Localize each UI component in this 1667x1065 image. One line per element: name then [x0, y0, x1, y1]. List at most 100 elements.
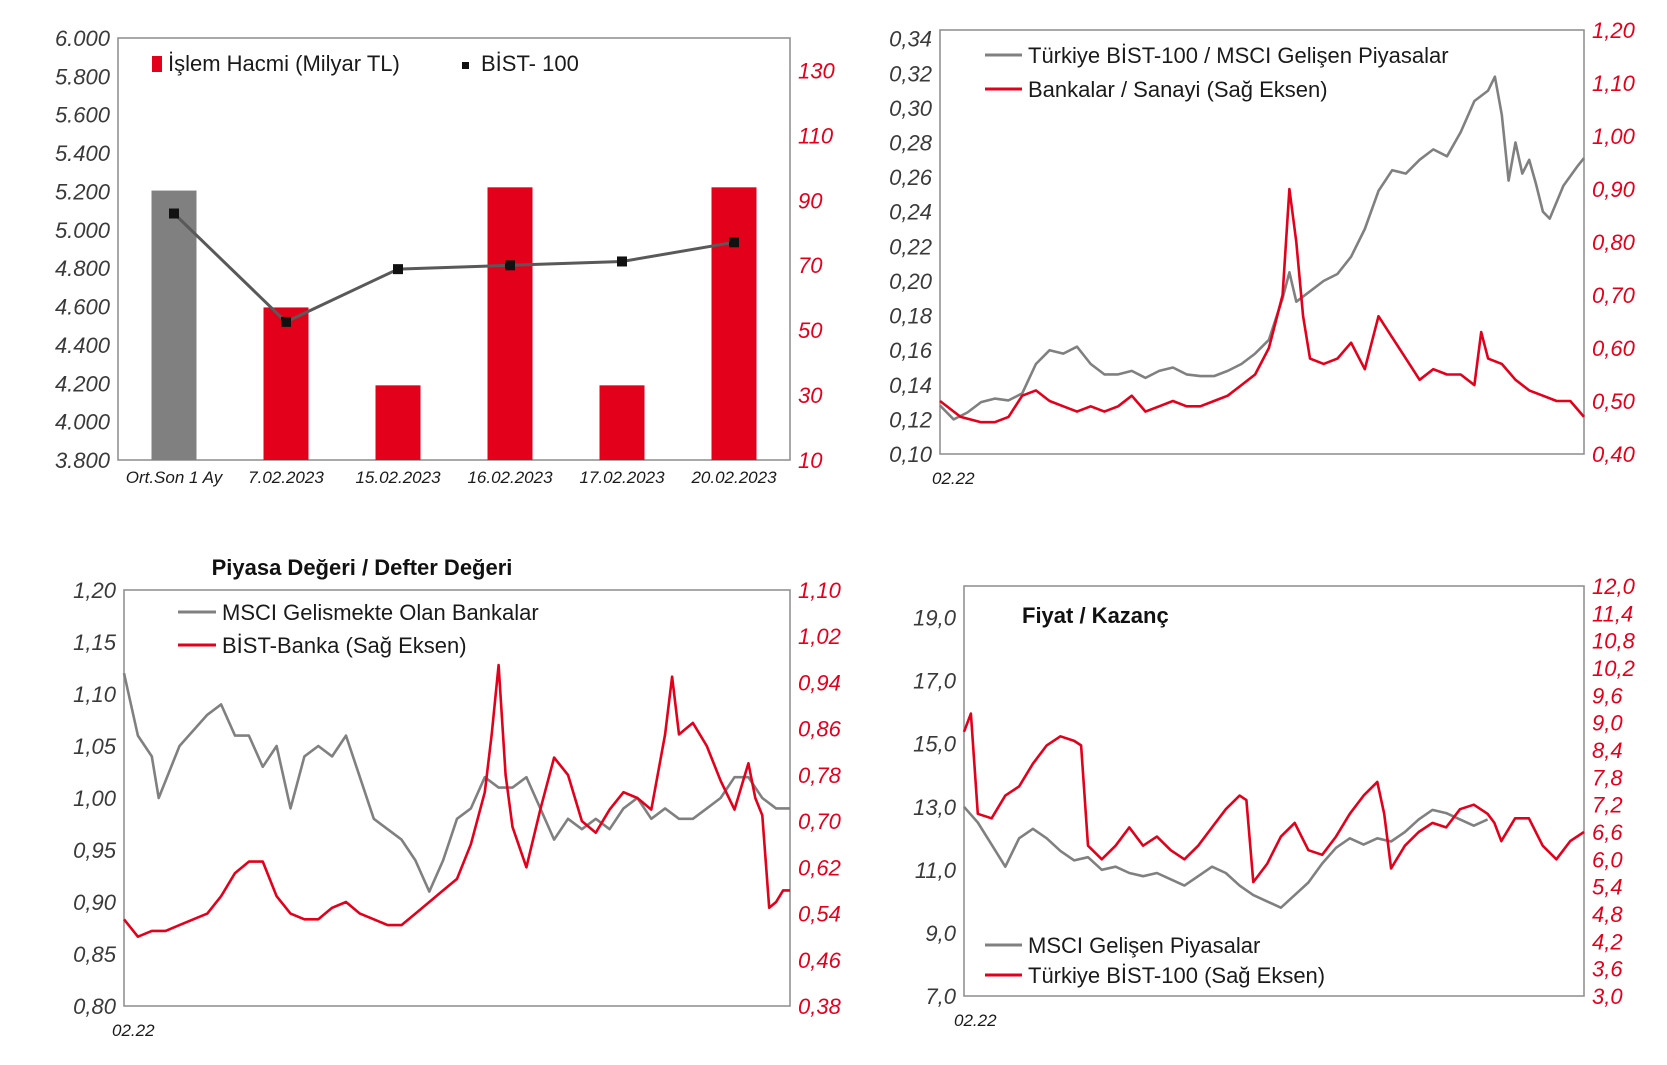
- legend-label-ratio-red: Bankalar / Sanayi (Sağ Eksen): [1028, 77, 1328, 102]
- left-tick-label: 0,24: [889, 200, 932, 225]
- volume-legend: İşlem Hacmi (Milyar TL) BİST- 100: [152, 51, 579, 76]
- volume-chart-frame: [117, 37, 791, 461]
- right-tick-label: 1,02: [798, 624, 841, 649]
- right-tick-label: 12,0: [1592, 574, 1636, 599]
- pb-chart-title: Piyasa Değeri / Defter Değeri: [212, 555, 513, 580]
- right-tick-label: 110: [798, 123, 834, 148]
- volume-chart: 6.000 5.800 5.600 5.400 5.200 5.000 4.800 4.600…: [55, 26, 836, 487]
- right-tick-label: 1,00: [1592, 124, 1636, 149]
- right-tick-label: 3,6: [1592, 957, 1623, 982]
- left-tick-label: 0,32: [889, 61, 932, 86]
- right-tick-label: 30: [798, 383, 823, 408]
- left-tick-label: 0,22: [889, 234, 932, 259]
- ratio-lines: [939, 75, 1586, 424]
- right-tick-label: 130: [798, 58, 835, 83]
- right-tick-label: 3,0: [1592, 984, 1623, 1009]
- category-label: 17.02.2023: [579, 468, 665, 487]
- bist100-line: [169, 208, 739, 327]
- left-tick-label: 0,95: [73, 838, 117, 863]
- left-tick-label: 4.600: [55, 295, 111, 320]
- pb-lines: [122, 663, 790, 938]
- left-tick-label: 1,20: [73, 578, 117, 603]
- pb-chart-frame: [123, 589, 791, 1007]
- left-tick-label: 5.400: [55, 141, 111, 166]
- ratio-x-first-label: 02.22: [932, 469, 975, 488]
- right-tick-label: 70: [798, 253, 823, 278]
- right-tick-label: 9,6: [1592, 683, 1623, 708]
- ratio-chart: 0,34 0,32 0,30 0,28 0,26 0,24 0,22 0,20 0,18 0,16…: [889, 18, 1635, 488]
- right-tick-label: 0,94: [798, 670, 841, 695]
- right-tick-label: 0,46: [798, 948, 842, 973]
- pb-chart: Piyasa Değeri / Defter Değeri 1,201,151,…: [73, 555, 841, 1040]
- series-line-red: [122, 663, 790, 938]
- legend-swatch-volume: [152, 56, 162, 72]
- right-tick-label: 0,90: [1592, 177, 1636, 202]
- left-tick-label: 5.000: [55, 218, 111, 243]
- right-tick-label: 4,8: [1592, 902, 1623, 927]
- bist100-point: [505, 260, 515, 271]
- bist100-point: [281, 316, 291, 327]
- legend-swatch-bist100: [462, 62, 469, 69]
- pe-chart-frame: [963, 585, 1585, 997]
- right-tick-label: 0,54: [798, 902, 841, 927]
- series-line-red: [939, 187, 1585, 424]
- volume-bar: [263, 307, 309, 460]
- left-tick-label: 0,85: [73, 942, 117, 967]
- left-tick-label: 3.800: [55, 448, 111, 473]
- pe-x-first-label: 02.22: [954, 1011, 997, 1030]
- left-tick-label: 0,20: [889, 269, 933, 294]
- legend-label-volume: İşlem Hacmi (Milyar TL): [168, 51, 400, 76]
- left-tick-label: 0,16: [889, 338, 933, 363]
- pb-x-first-label: 02.22: [112, 1021, 155, 1040]
- legend-label-pe-red: Türkiye BİST-100 (Sağ Eksen): [1028, 963, 1325, 988]
- left-tick-label: 13,0: [913, 795, 957, 820]
- volume-bar: [375, 385, 421, 460]
- bist100-path: [172, 212, 735, 324]
- series-line-red: [962, 712, 1585, 884]
- pe-right-axis: 12,011,4 10,810,29,6 9,08,47,8 7,26,66,0 5,4…: [1592, 574, 1636, 1009]
- right-tick-label: 11,4: [1592, 601, 1633, 626]
- right-tick-label: 6,0: [1592, 847, 1623, 872]
- right-tick-label: 0,80: [1592, 230, 1636, 255]
- pb-left-axis: 1,20 1,15 1,10 1,05 1,00 0,95 0,90 0,85 0,80: [73, 578, 117, 1019]
- right-tick-label: 10: [798, 448, 823, 473]
- category-label: 15.02.2023: [355, 468, 441, 487]
- right-tick-label: 9,0: [1592, 711, 1623, 736]
- left-tick-label: 0,28: [889, 130, 933, 155]
- bist100-point: [169, 208, 179, 219]
- bist100-point: [617, 256, 627, 267]
- right-tick-label: 4,2: [1592, 929, 1623, 954]
- left-tick-label: 17,0: [913, 669, 957, 694]
- series-line-gray: [963, 805, 1489, 909]
- bist100-point: [729, 237, 739, 248]
- right-tick-label: 0,78: [798, 763, 842, 788]
- category-label: 16.02.2023: [467, 468, 553, 487]
- legend-label-pe-gray: MSCI Gelişen Piyasalar: [1028, 933, 1260, 958]
- left-tick-label: 0,80: [73, 994, 117, 1019]
- right-tick-label: 0,60: [1592, 336, 1636, 361]
- legend-label-bist100: BİST- 100: [481, 51, 579, 76]
- left-tick-label: 0,90: [73, 890, 117, 915]
- series-line-gray: [939, 75, 1586, 421]
- pb-legend: MSCI Gelismekte Olan Bankalar BİST-Banka…: [178, 600, 539, 658]
- pe-chart-title: Fiyat / Kazanç: [1022, 603, 1169, 628]
- volume-category-labels: Ort.Son 1 Ay 7.02.2023 15.02.2023 16.02.202…: [126, 468, 777, 487]
- right-tick-label: 0,38: [798, 994, 842, 1019]
- right-tick-label: 0,40: [1592, 442, 1636, 467]
- left-tick-label: 4.000: [55, 410, 111, 435]
- ratio-chart-frame: [939, 29, 1585, 455]
- series-line-gray: [122, 672, 790, 893]
- right-tick-label: 10,2: [1592, 656, 1635, 681]
- ratio-legend: Türkiye BİST-100 / MSCI Gelişen Piyasala…: [985, 43, 1449, 102]
- left-tick-label: 9,0: [925, 921, 956, 946]
- bist100-point: [393, 264, 403, 275]
- left-tick-label: 1,00: [73, 786, 117, 811]
- category-label: 7.02.2023: [248, 468, 324, 487]
- pe-lines: [962, 712, 1585, 909]
- right-tick-label: 7,8: [1592, 765, 1623, 790]
- left-tick-label: 1,05: [73, 734, 117, 759]
- pe-legend: MSCI Gelişen Piyasalar Türkiye BİST-100 …: [985, 933, 1325, 988]
- left-tick-label: 5.200: [55, 179, 111, 204]
- category-label: Ort.Son 1 Ay: [126, 468, 224, 487]
